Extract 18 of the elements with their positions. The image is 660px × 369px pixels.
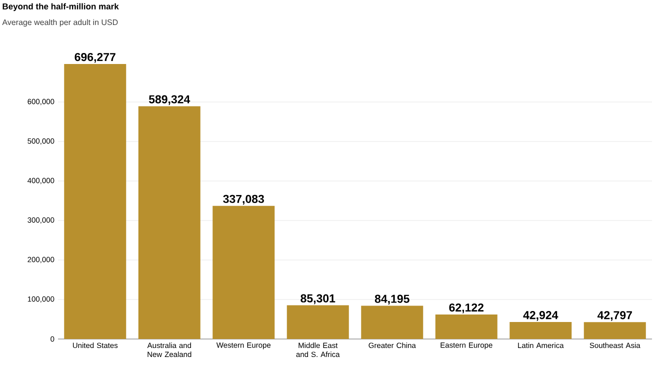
bar [212, 206, 275, 339]
bar [286, 305, 349, 339]
data-label: 696,277 [74, 52, 116, 63]
data-label: 337,083 [223, 194, 264, 205]
data-label: 85,301 [300, 294, 336, 304]
bar [64, 64, 126, 339]
data-label: 42,924 [523, 311, 558, 321]
data-label: 84,195 [374, 294, 410, 305]
bar [435, 314, 498, 339]
chart-title: Beyond the half-million mark [2, 3, 119, 12]
bar [510, 322, 572, 339]
chart-subtitle: Average wealth per adult in USD [2, 19, 118, 27]
data-label: 589,324 [148, 95, 190, 106]
data-label: 62,122 [449, 303, 484, 314]
data-label: 42,797 [597, 311, 632, 321]
bar [584, 322, 646, 339]
bar [138, 106, 200, 339]
bar [361, 306, 424, 339]
